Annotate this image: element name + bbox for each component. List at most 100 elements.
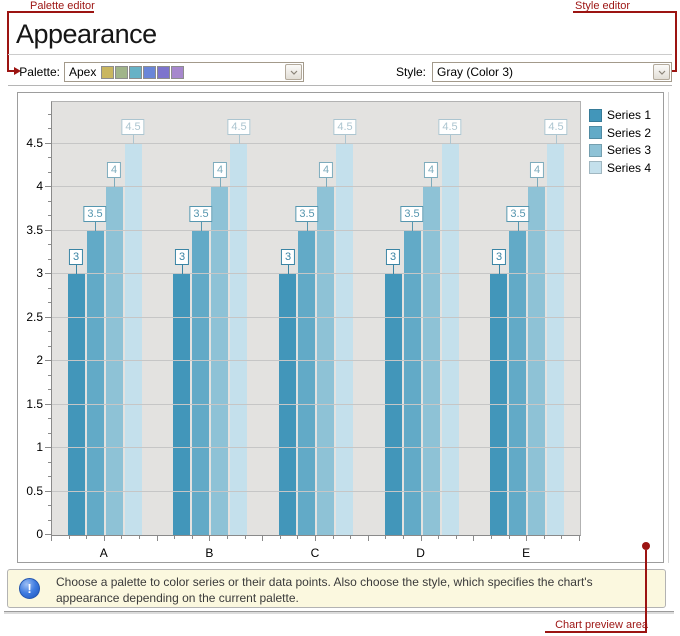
- x-major-tick: [421, 536, 422, 541]
- point-label: 4.5: [227, 118, 251, 135]
- y-major-tick: [45, 186, 51, 187]
- style-combobox[interactable]: Gray (Color 3): [432, 62, 672, 82]
- y-minor-tick: [48, 389, 51, 390]
- point-label-leader: [537, 178, 538, 187]
- x-minor-tick: [192, 536, 193, 539]
- category-label: B: [205, 546, 214, 560]
- chart-preview-annotation: Chart preview area: [555, 619, 648, 631]
- y-minor-tick: [48, 244, 51, 245]
- palette-combobox[interactable]: Apex: [64, 62, 304, 82]
- chart-preview-panel: 3 3.5 4 4.5 3 3.5 4 4.5 3 3.5 4 4.5 3 3.5 4 4.5 3 3.5 4 4.5…: [17, 92, 664, 563]
- y-minor-tick: [48, 462, 51, 463]
- info-text: Choose a palette to color series or thei…: [56, 575, 593, 605]
- gridline: [52, 229, 580, 231]
- y-minor-tick: [48, 172, 51, 173]
- point-label-leader: [412, 221, 413, 231]
- point-label-leader: [95, 221, 96, 231]
- style-dropdown-button[interactable]: [653, 64, 670, 80]
- x-major-tick: [51, 536, 52, 541]
- legend-swatch: [589, 143, 602, 157]
- point-label: 3.5: [400, 205, 424, 222]
- y-major-tick: [45, 491, 51, 492]
- point-label-leader: [393, 265, 394, 274]
- toolbar-divider: [8, 85, 672, 86]
- style-label: Style:: [395, 65, 426, 79]
- bar: [230, 143, 248, 535]
- point-label: 3.5: [83, 205, 107, 222]
- bar: [105, 187, 123, 535]
- point-label: 3.5: [189, 205, 213, 222]
- point-label: 3: [174, 249, 190, 265]
- bar: [403, 230, 421, 535]
- y-minor-tick: [48, 375, 51, 376]
- legend-swatch: [589, 126, 602, 139]
- y-major-tick: [45, 534, 51, 535]
- style-editor-annotation: Style editor: [575, 0, 631, 12]
- category-label: D: [416, 546, 425, 560]
- point-label-leader: [450, 134, 451, 144]
- bar: [384, 274, 402, 535]
- y-axis-label: 2.5: [26, 309, 43, 324]
- y-axis-label: 1: [36, 440, 43, 454]
- y-axis-label: 4: [36, 179, 43, 193]
- legend-label: Series 4: [607, 160, 652, 175]
- palette-swatch-strip: [101, 65, 185, 79]
- x-minor-tick: [509, 536, 510, 539]
- point-label: 4: [529, 162, 545, 178]
- palette-editor-arrow-stub: [7, 70, 15, 72]
- gridline: [52, 142, 580, 144]
- palette-dropdown-button[interactable]: [285, 64, 302, 80]
- y-axis-label: 0: [36, 527, 43, 541]
- point-label-leader: [307, 221, 308, 231]
- point-label-leader: [556, 134, 557, 144]
- legend-item: Series 1: [589, 108, 651, 122]
- x-minor-tick: [385, 536, 386, 539]
- y-minor-tick: [48, 128, 51, 129]
- bar: [211, 187, 229, 535]
- point-label-leader: [114, 178, 115, 187]
- x-major-tick: [526, 536, 527, 541]
- info-box: ! Choose a palette to color series or th…: [7, 569, 666, 608]
- chart-preview-underline: [545, 631, 647, 633]
- y-major-tick: [45, 317, 51, 318]
- chevron-down-icon: [658, 70, 665, 75]
- point-label: 3.5: [295, 205, 319, 222]
- bar: [67, 274, 85, 535]
- x-major-tick: [157, 536, 158, 541]
- title-divider: [8, 54, 672, 55]
- legend-label: Series 3: [607, 143, 652, 157]
- y-minor-tick: [48, 302, 51, 303]
- y-minor-tick: [48, 259, 51, 260]
- x-minor-tick: [561, 536, 562, 539]
- bar: [336, 143, 353, 535]
- legend-item: Series 3: [589, 143, 651, 157]
- x-major-tick: [315, 536, 316, 541]
- y-minor-tick: [48, 346, 51, 347]
- panel-shadow: [668, 92, 669, 563]
- y-axis-label: 0.5: [26, 483, 43, 498]
- point-label: 4.5: [438, 118, 462, 135]
- y-minor-tick: [48, 331, 51, 332]
- point-label-leader: [345, 134, 346, 144]
- chart-preview-callout-line: [645, 550, 647, 633]
- y-major-tick: [45, 360, 51, 361]
- palette-editor-callout-line: [7, 11, 9, 71]
- x-minor-tick: [544, 536, 545, 539]
- x-minor-tick: [86, 536, 87, 539]
- point-label: 4.5: [544, 118, 568, 135]
- point-label: 3.5: [506, 205, 530, 222]
- y-axis-label: 3.5: [26, 222, 43, 237]
- palette-value: Apex: [69, 65, 97, 79]
- point-label: 3: [68, 249, 84, 265]
- y-major-tick: [45, 143, 51, 144]
- style-editor-arrow-stub: [668, 70, 677, 72]
- bar: [528, 187, 546, 535]
- x-minor-tick: [491, 536, 492, 539]
- y-minor-tick: [48, 520, 51, 521]
- point-label: 4.5: [121, 118, 145, 135]
- point-label: 4: [106, 162, 122, 178]
- palette-label: Palette:: [19, 65, 60, 79]
- category-label: C: [310, 546, 320, 560]
- style-editor-underline: [573, 11, 677, 13]
- palette-color-swatch: [143, 65, 157, 79]
